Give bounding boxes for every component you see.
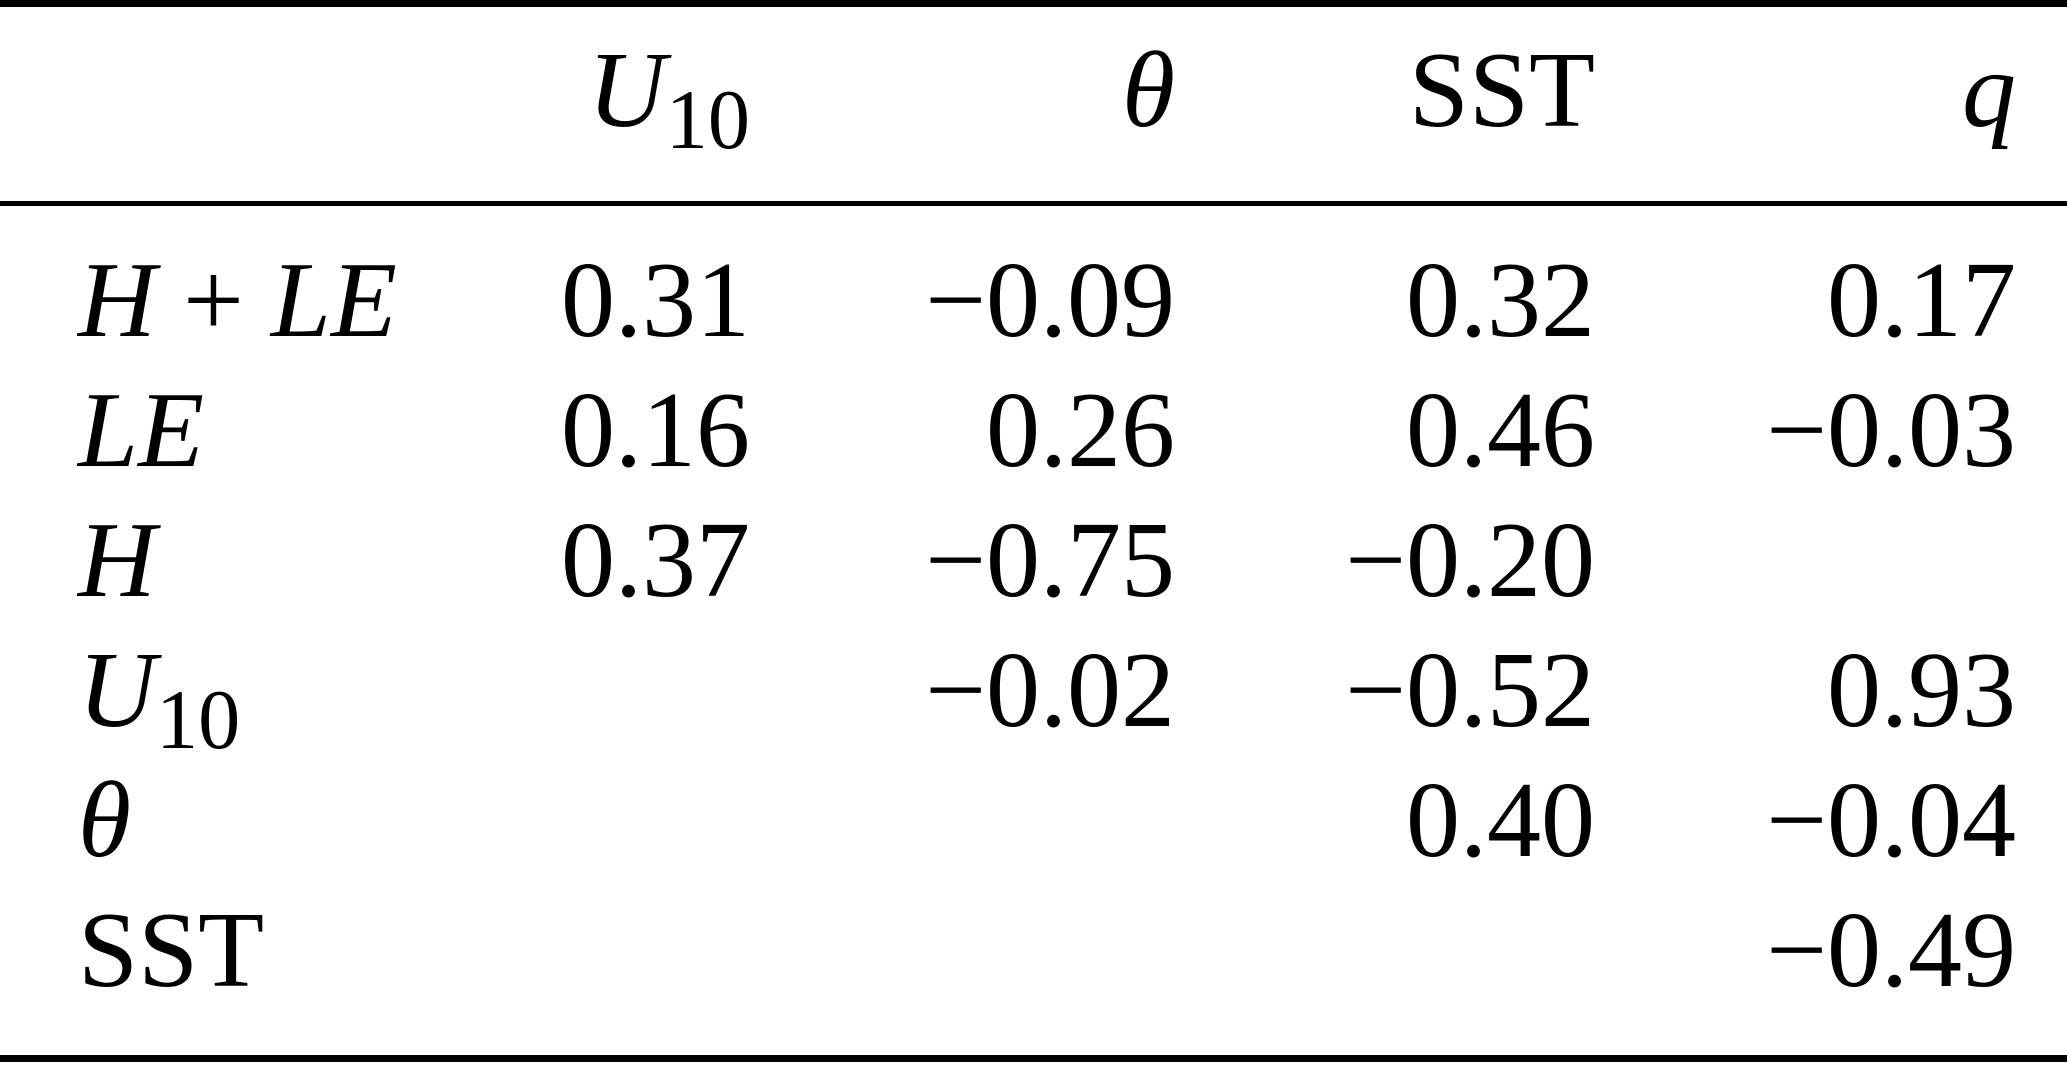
cell-sst-sst <box>1175 886 1595 1016</box>
cell-theta-u10 <box>440 756 750 886</box>
cell-h-plus-le-u10: 0.31 <box>561 241 750 360</box>
roman-text: + <box>156 241 271 360</box>
table-row-h: H 0.37 −0.75 −0.20 <box>0 496 2067 626</box>
cell-theta-theta <box>750 756 1175 886</box>
cell-h-q <box>1595 496 2067 626</box>
table-row-theta: θ 0.40 −0.04 <box>0 756 2067 886</box>
cell-h-theta: −0.75 <box>925 501 1175 620</box>
math-symbol: U <box>587 31 666 150</box>
row-label-u10: U10 <box>0 626 440 763</box>
cell-u10-theta: −0.02 <box>925 631 1175 750</box>
cell-h-plus-le-sst: 0.32 <box>1406 241 1595 360</box>
cell-theta-q: −0.04 <box>1766 761 2016 880</box>
cell-le-sst: 0.46 <box>1406 371 1595 490</box>
math-symbol: LE <box>270 241 397 360</box>
cell-sst-q: −0.49 <box>1766 891 2016 1010</box>
column-header-sst: SST <box>1175 0 1595 191</box>
math-symbol: q <box>1962 31 2016 150</box>
cell-le-u10: 0.16 <box>561 371 750 490</box>
cell-h-plus-le-q: 0.17 <box>1827 241 2016 360</box>
header-row: U10 θ SST q <box>0 4 2067 204</box>
table-body: H + LE 0.31 −0.09 0.32 0.17 LE 0.16 0.26 0.46 −0.… <box>0 204 2067 1017</box>
roman-text: SST <box>1408 31 1595 150</box>
subscript: 10 <box>665 73 750 167</box>
column-header-q: q <box>1595 0 2067 191</box>
cell-u10-q: 0.93 <box>1827 631 2016 750</box>
math-symbol: H <box>78 241 156 360</box>
math-symbol: θ <box>1121 31 1175 150</box>
cell-theta-sst: 0.40 <box>1406 761 1595 880</box>
cell-le-theta: 0.26 <box>986 371 1175 490</box>
math-symbol: θ <box>78 761 132 880</box>
correlation-table: U10 θ SST q H + LE 0.31 −0.09 0.32 0.17 LE 0.16 0.… <box>0 0 2067 1017</box>
table-header: U10 θ SST q <box>0 4 2067 204</box>
row-label-le: LE <box>0 366 440 496</box>
cell-sst-u10 <box>440 886 750 1016</box>
cell-u10-sst: −0.52 <box>1345 631 1595 750</box>
roman-text: SST <box>78 891 265 1010</box>
cell-h-u10: 0.37 <box>561 501 750 620</box>
row-label-h: H <box>0 496 440 626</box>
math-symbol: H <box>78 501 156 620</box>
table-row-le: LE 0.16 0.26 0.46 −0.03 <box>0 366 2067 496</box>
cell-sst-theta <box>750 886 1175 1016</box>
table-row-u10: U10 −0.02 −0.52 0.93 <box>0 626 2067 763</box>
row-label-h-plus-le: H + LE <box>0 204 440 367</box>
subscript: 10 <box>156 673 241 767</box>
row-label-theta: θ <box>0 756 440 886</box>
cell-le-q: −0.03 <box>1766 371 2016 490</box>
table-row-sst: SST −0.49 <box>0 886 2067 1016</box>
cell-h-sst: −0.20 <box>1345 501 1595 620</box>
row-label-sst: SST <box>0 886 440 1016</box>
table-row-h-plus-le: H + LE 0.31 −0.09 0.32 0.17 <box>0 204 2067 367</box>
corner-cell <box>0 0 440 191</box>
column-header-theta: θ <box>750 0 1175 191</box>
math-symbol: LE <box>78 371 205 490</box>
cell-h-plus-le-theta: −0.09 <box>925 241 1175 360</box>
math-symbol: U <box>78 631 156 750</box>
cell-u10-u10 <box>440 626 750 756</box>
bottom-rule <box>0 1055 2067 1062</box>
column-header-u10: U10 <box>440 0 750 191</box>
